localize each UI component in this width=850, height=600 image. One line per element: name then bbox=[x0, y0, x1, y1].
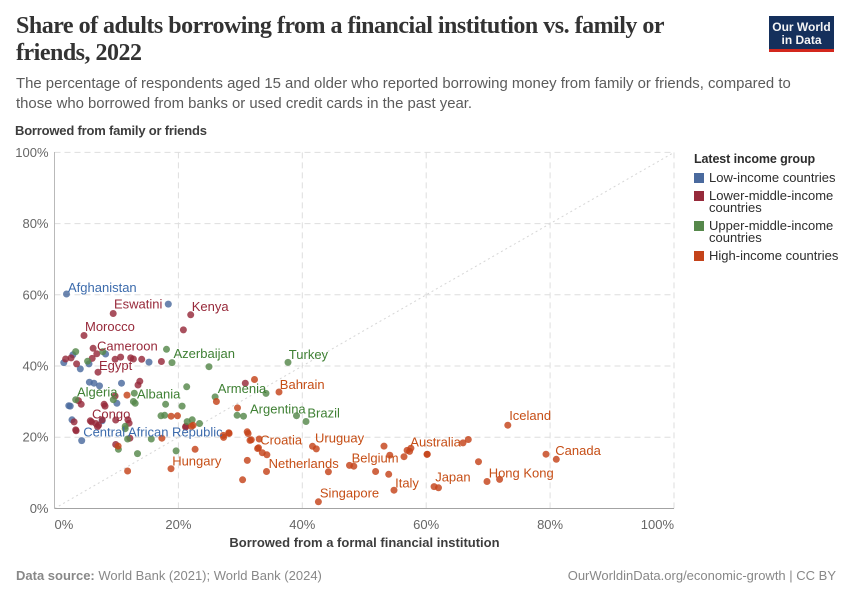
svg-text:Brazil: Brazil bbox=[307, 405, 340, 420]
svg-text:Hungary: Hungary bbox=[172, 453, 222, 468]
svg-text:Japan: Japan bbox=[435, 470, 470, 485]
svg-text:Kenya: Kenya bbox=[192, 299, 230, 314]
svg-text:Belgium: Belgium bbox=[352, 451, 399, 466]
svg-text:Azerbaijan: Azerbaijan bbox=[174, 346, 235, 361]
svg-text:Afghanistan: Afghanistan bbox=[68, 280, 137, 295]
svg-text:Bahrain: Bahrain bbox=[280, 377, 325, 392]
svg-text:Central African Republic: Central African Republic bbox=[83, 425, 223, 440]
svg-text:0%: 0% bbox=[30, 501, 49, 516]
svg-text:20%: 20% bbox=[22, 430, 48, 445]
svg-text:Argentina: Argentina bbox=[250, 401, 306, 416]
svg-text:Albania: Albania bbox=[137, 387, 181, 402]
svg-text:Hong Kong: Hong Kong bbox=[489, 465, 554, 480]
svg-text:Cameroon: Cameroon bbox=[97, 338, 158, 353]
svg-text:60%: 60% bbox=[22, 287, 48, 302]
svg-text:Australia: Australia bbox=[410, 435, 461, 450]
svg-text:100%: 100% bbox=[15, 145, 49, 160]
svg-text:0%: 0% bbox=[55, 517, 74, 532]
svg-text:Armenia: Armenia bbox=[218, 381, 267, 396]
svg-text:Iceland: Iceland bbox=[509, 408, 551, 423]
svg-text:Congo: Congo bbox=[92, 407, 130, 422]
svg-text:80%: 80% bbox=[537, 517, 563, 532]
svg-text:60%: 60% bbox=[413, 517, 439, 532]
svg-text:Croatia: Croatia bbox=[260, 433, 303, 448]
svg-text:Italy: Italy bbox=[395, 475, 419, 490]
svg-text:Turkey: Turkey bbox=[289, 347, 329, 362]
svg-text:40%: 40% bbox=[289, 517, 315, 532]
svg-text:100%: 100% bbox=[641, 517, 675, 532]
svg-text:20%: 20% bbox=[165, 517, 191, 532]
svg-text:Algeria: Algeria bbox=[77, 385, 118, 400]
svg-text:Eswatini: Eswatini bbox=[114, 297, 163, 312]
svg-text:Uruguay: Uruguay bbox=[315, 430, 365, 445]
svg-text:Egypt: Egypt bbox=[99, 358, 133, 373]
svg-text:Netherlands: Netherlands bbox=[269, 456, 340, 471]
svg-text:Singapore: Singapore bbox=[320, 485, 379, 500]
svg-text:80%: 80% bbox=[22, 216, 48, 231]
svg-text:Canada: Canada bbox=[555, 443, 601, 458]
svg-text:40%: 40% bbox=[22, 359, 48, 374]
svg-text:Morocco: Morocco bbox=[85, 319, 135, 334]
